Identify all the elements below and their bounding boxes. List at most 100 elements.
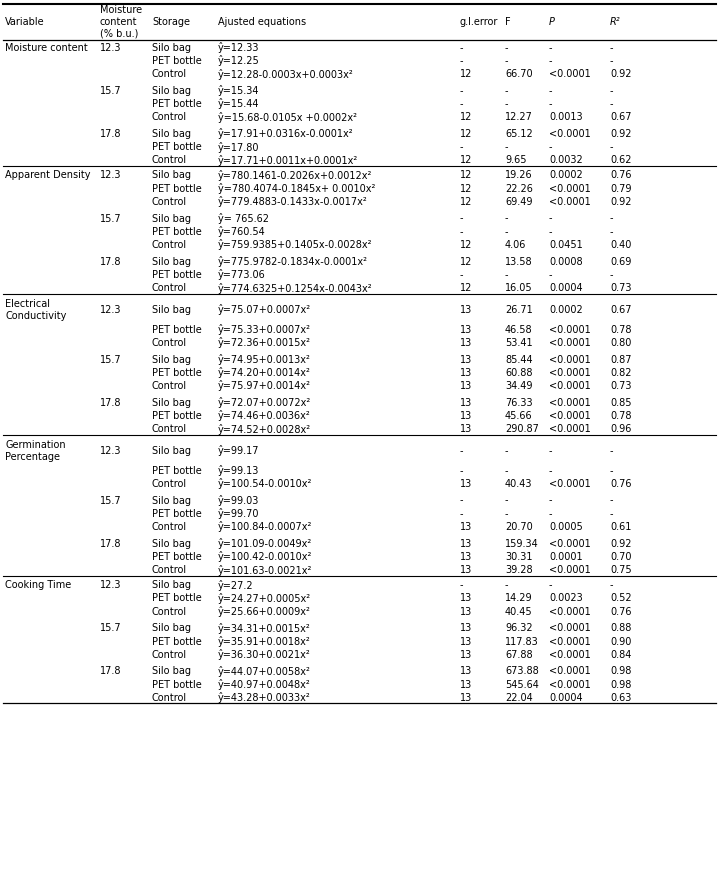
Text: -: - — [549, 466, 552, 475]
Text: ŷ=99.70: ŷ=99.70 — [218, 508, 260, 519]
Text: PET bottle: PET bottle — [152, 184, 202, 194]
Text: 0.40: 0.40 — [610, 240, 631, 250]
Text: <0.0001: <0.0001 — [549, 324, 591, 335]
Text: 13: 13 — [460, 679, 472, 690]
Text: Control: Control — [152, 381, 187, 391]
Text: 40.45: 40.45 — [505, 607, 533, 617]
Text: ŷ=43.28+0.0033x²: ŷ=43.28+0.0033x² — [218, 692, 311, 704]
Text: -: - — [610, 214, 613, 223]
Text: -: - — [505, 580, 508, 590]
Text: 0.63: 0.63 — [610, 692, 631, 703]
Text: ŷ=780.1461-0.2026x+0.0012x²: ŷ=780.1461-0.2026x+0.0012x² — [218, 170, 372, 181]
Text: 9.65: 9.65 — [505, 155, 526, 165]
Text: <0.0001: <0.0001 — [549, 637, 591, 646]
Text: ŷ=760.54: ŷ=760.54 — [218, 226, 266, 237]
Text: Moisture
content
(% b.u.): Moisture content (% b.u.) — [100, 5, 142, 38]
Text: -: - — [610, 446, 613, 456]
Text: 0.73: 0.73 — [610, 381, 631, 391]
Text: 13: 13 — [460, 607, 472, 617]
Text: Control: Control — [152, 155, 187, 165]
Text: -: - — [505, 269, 508, 280]
Text: ŷ=99.17: ŷ=99.17 — [218, 446, 260, 456]
Text: -: - — [505, 508, 508, 519]
Text: 16.05: 16.05 — [505, 283, 533, 293]
Text: 53.41: 53.41 — [505, 337, 533, 348]
Text: Ajusted equations: Ajusted equations — [218, 17, 306, 27]
Text: ŷ=72.07+0.0072x²: ŷ=72.07+0.0072x² — [218, 397, 311, 408]
Text: PET bottle: PET bottle — [152, 594, 202, 603]
Text: 0.76: 0.76 — [610, 479, 631, 489]
Text: Control: Control — [152, 424, 187, 434]
Text: 45.66: 45.66 — [505, 411, 533, 421]
Text: ŷ=27.2: ŷ=27.2 — [218, 580, 254, 590]
Text: PET bottle: PET bottle — [152, 368, 202, 378]
Text: -: - — [549, 85, 552, 96]
Text: 0.78: 0.78 — [610, 324, 631, 335]
Text: <0.0001: <0.0001 — [549, 479, 591, 489]
Text: 0.0004: 0.0004 — [549, 692, 582, 703]
Text: 0.98: 0.98 — [610, 679, 631, 690]
Text: Control: Control — [152, 283, 187, 293]
Text: 15.7: 15.7 — [100, 355, 122, 364]
Text: 13: 13 — [460, 305, 472, 315]
Text: 13: 13 — [460, 552, 472, 562]
Text: ŷ=12.25: ŷ=12.25 — [218, 55, 260, 66]
Text: -: - — [505, 43, 508, 52]
Text: 0.92: 0.92 — [610, 129, 631, 139]
Text: <0.0001: <0.0001 — [549, 368, 591, 378]
Text: -: - — [610, 85, 613, 96]
Text: 60.88: 60.88 — [505, 368, 533, 378]
Text: Silo bag: Silo bag — [152, 539, 191, 548]
Text: 0.0008: 0.0008 — [549, 256, 582, 267]
Text: 34.49: 34.49 — [505, 381, 533, 391]
Text: -: - — [549, 227, 552, 236]
Text: Silo bag: Silo bag — [152, 666, 191, 677]
Text: 4.06: 4.06 — [505, 240, 526, 250]
Text: 13: 13 — [460, 479, 472, 489]
Text: -: - — [460, 214, 464, 223]
Text: 0.92: 0.92 — [610, 197, 631, 207]
Text: 117.83: 117.83 — [505, 637, 539, 646]
Text: 13: 13 — [460, 381, 472, 391]
Text: Silo bag: Silo bag — [152, 170, 191, 181]
Text: 545.64: 545.64 — [505, 679, 539, 690]
Text: ŷ=15.44: ŷ=15.44 — [218, 99, 260, 109]
Text: -: - — [610, 56, 613, 65]
Text: 0.0032: 0.0032 — [549, 155, 583, 165]
Text: 13: 13 — [460, 424, 472, 434]
Text: ŷ=99.03: ŷ=99.03 — [218, 495, 260, 506]
Text: ŷ=24.27+0.0005x²: ŷ=24.27+0.0005x² — [218, 593, 311, 604]
Text: -: - — [460, 269, 464, 280]
Text: 30.31: 30.31 — [505, 552, 533, 562]
Text: Control: Control — [152, 479, 187, 489]
Text: <0.0001: <0.0001 — [549, 398, 591, 407]
Text: 19.26: 19.26 — [505, 170, 533, 181]
Text: 0.88: 0.88 — [610, 623, 631, 633]
Text: 20.70: 20.70 — [505, 522, 533, 532]
Text: 0.61: 0.61 — [610, 522, 631, 532]
Text: 12.3: 12.3 — [100, 170, 122, 181]
Text: -: - — [610, 227, 613, 236]
Text: ŷ=17.91+0.0316x-0.0001x²: ŷ=17.91+0.0316x-0.0001x² — [218, 128, 354, 140]
Text: -: - — [460, 227, 464, 236]
Text: Silo bag: Silo bag — [152, 256, 191, 267]
Text: ŷ=17.80: ŷ=17.80 — [218, 141, 260, 153]
Text: 13: 13 — [460, 637, 472, 646]
Text: 13: 13 — [460, 337, 472, 348]
Text: ŷ=74.20+0.0014x²: ŷ=74.20+0.0014x² — [218, 367, 311, 378]
Text: 13.58: 13.58 — [505, 256, 533, 267]
Text: Silo bag: Silo bag — [152, 305, 191, 315]
Text: PET bottle: PET bottle — [152, 679, 202, 690]
Text: <0.0001: <0.0001 — [549, 129, 591, 139]
Text: -: - — [505, 56, 508, 65]
Text: ŷ=75.07+0.0007x²: ŷ=75.07+0.0007x² — [218, 304, 311, 316]
Text: 0.0013: 0.0013 — [549, 112, 582, 122]
Text: Control: Control — [152, 240, 187, 250]
Text: Silo bag: Silo bag — [152, 623, 191, 633]
Text: <0.0001: <0.0001 — [549, 539, 591, 548]
Text: 12: 12 — [460, 155, 472, 165]
Text: -: - — [460, 56, 464, 65]
Text: 15.7: 15.7 — [100, 85, 122, 96]
Text: -: - — [460, 43, 464, 52]
Text: 0.92: 0.92 — [610, 539, 631, 548]
